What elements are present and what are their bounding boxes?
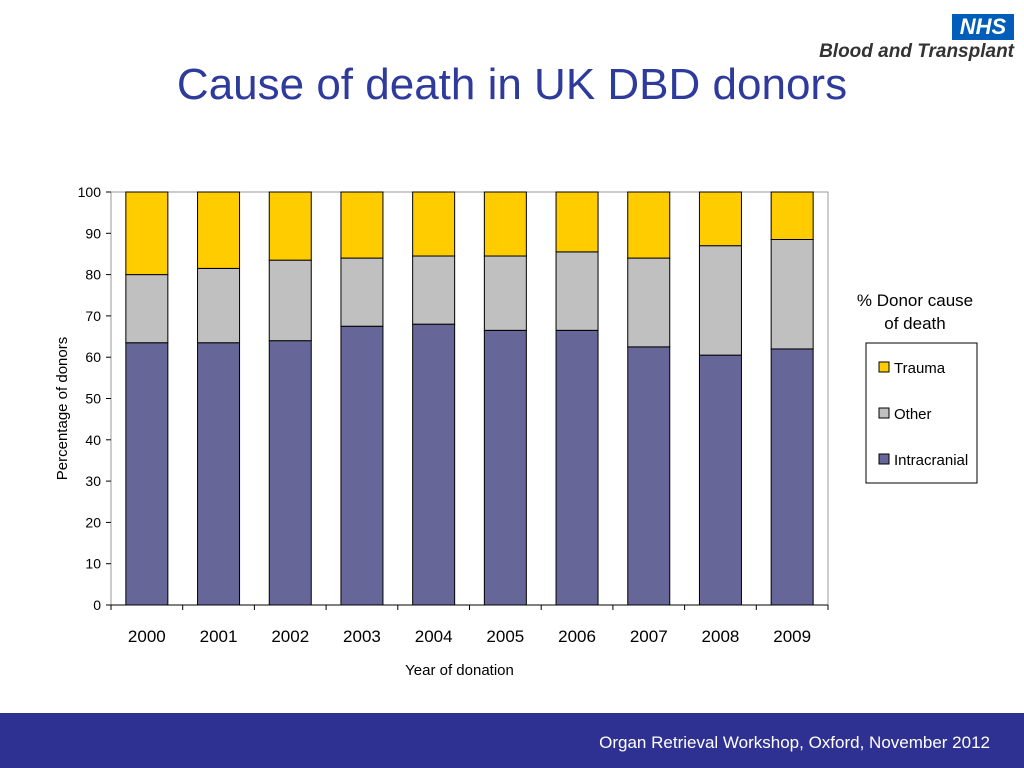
bar-other-2003 (340, 257, 384, 327)
x-tick-label: 2004 (415, 627, 453, 646)
legend-label-trauma: Trauma (894, 360, 946, 377)
y-tick-label: 70 (85, 308, 101, 324)
bar-other-2000 (125, 274, 169, 344)
bar-other-2005 (483, 255, 527, 331)
y-tick-label: 10 (85, 556, 101, 572)
bar-intracranial-2008 (698, 354, 742, 606)
footer-bar: Organ Retrieval Workshop, Oxford, Novemb… (0, 713, 1024, 768)
x-tick-label: 2007 (630, 627, 668, 646)
y-tick-label: 50 (85, 391, 101, 407)
legend-title-line: of death (884, 314, 945, 333)
y-tick-label: 40 (85, 432, 101, 448)
bar-intracranial-2009 (770, 348, 814, 606)
bar-other-2001 (197, 267, 241, 344)
nhs-logo: NHS Blood and Transplant (814, 14, 1014, 64)
bar-intracranial-2004 (412, 323, 456, 606)
y-tick-label: 30 (85, 473, 101, 489)
bar-other-2008 (698, 245, 742, 356)
legend-swatch-other (878, 407, 890, 419)
bar-intracranial-2005 (483, 329, 527, 606)
y-tick-label: 0 (93, 597, 101, 613)
x-tick-label: 2000 (128, 627, 166, 646)
x-tick-label: 2002 (271, 627, 309, 646)
bar-trauma-2003 (340, 191, 384, 259)
nhs-logo-mark: NHS (952, 14, 1014, 40)
bar-other-2006 (555, 251, 599, 331)
bar-other-2004 (412, 255, 456, 325)
legend-label-intracranial: Intracranial (894, 452, 968, 469)
y-axis-title: Percentage of donors (54, 337, 71, 480)
legend-swatch-trauma (878, 361, 890, 373)
bar-trauma-2004 (412, 191, 456, 257)
x-tick-label: 2006 (558, 627, 596, 646)
legend-swatch-intracranial (878, 453, 890, 465)
slide-title: Cause of death in UK DBD donors (176, 60, 848, 109)
bar-trauma-2002 (268, 191, 312, 261)
organisation-name: Blood and Transplant (819, 41, 1014, 62)
x-tick-label: 2009 (773, 627, 811, 646)
bar-trauma-2005 (483, 191, 527, 257)
x-axis-title: Year of donation (405, 662, 514, 679)
bar-other-2002 (268, 259, 312, 342)
bar-trauma-2009 (770, 191, 814, 240)
bar-other-2009 (770, 238, 814, 350)
bar-intracranial-2002 (268, 340, 312, 606)
x-tick-label: 2003 (343, 627, 381, 646)
x-tick-label: 2005 (486, 627, 524, 646)
bar-intracranial-2003 (340, 325, 384, 606)
bar-trauma-2001 (197, 191, 241, 269)
bar-trauma-2007 (627, 191, 671, 259)
y-tick-label: 60 (85, 349, 101, 365)
y-tick-label: 20 (85, 514, 101, 530)
legend-label-other: Other (894, 406, 932, 423)
bar-other-2007 (627, 257, 671, 348)
y-tick-label: 80 (85, 267, 101, 283)
y-tick-label: 100 (78, 184, 102, 200)
bar-intracranial-2007 (627, 346, 671, 606)
stacked-bar-chart: 0 10 20 30 40 50 60 70 80 90 100 2000 2001 2002 2003 20… (54, 184, 978, 679)
footer-text: Organ Retrieval Workshop, Oxford, Novemb… (599, 733, 990, 752)
bar-trauma-2006 (555, 191, 599, 253)
bar-intracranial-2000 (125, 342, 169, 606)
legend-title-line: % Donor cause (857, 291, 973, 310)
bar-trauma-2008 (698, 191, 742, 247)
y-tick-label: 90 (85, 225, 101, 241)
bar-trauma-2000 (125, 191, 169, 276)
bar-intracranial-2001 (197, 342, 241, 606)
x-tick-label: 2001 (200, 627, 238, 646)
bar-intracranial-2006 (555, 329, 599, 606)
x-tick-label: 2008 (702, 627, 740, 646)
